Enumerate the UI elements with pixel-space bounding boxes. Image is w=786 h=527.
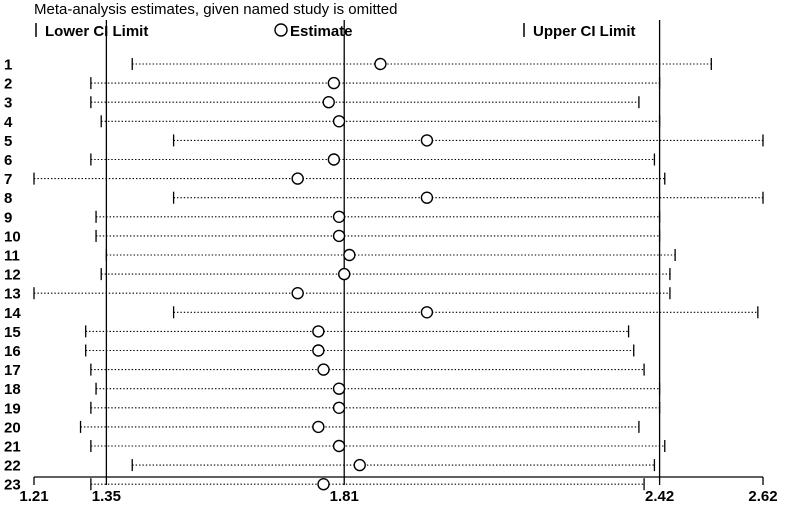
- study-row: 15: [4, 324, 630, 341]
- estimate-marker: [332, 115, 346, 128]
- study-label: 16: [4, 343, 21, 360]
- study-row: 3: [4, 95, 640, 112]
- study-row: 18: [4, 381, 661, 398]
- study-label: 21: [4, 439, 21, 456]
- study-label: 22: [4, 458, 21, 475]
- legend-upper-label: Upper CI Limit: [533, 23, 636, 40]
- study-label: 4: [4, 114, 13, 131]
- study-label: 3: [4, 95, 12, 112]
- study-label: 14: [4, 305, 21, 322]
- x-tick-label: 1.35: [92, 488, 121, 505]
- study-label: 18: [4, 381, 21, 398]
- study-label: 6: [4, 152, 12, 169]
- study-row: 12: [4, 267, 671, 284]
- study-label: 7: [4, 171, 12, 188]
- study-label: 2: [4, 76, 12, 93]
- study-row: 11: [4, 248, 676, 265]
- estimate-marker: [322, 95, 335, 109]
- estimate-marker: [420, 134, 434, 147]
- estimate-marker: [353, 458, 366, 472]
- estimate-marker: [291, 287, 304, 300]
- estimate-marker: [332, 382, 346, 395]
- estimate-marker: [291, 172, 304, 185]
- study-row: 7: [4, 171, 666, 188]
- estimate-marker: [317, 363, 330, 376]
- study-row: 4: [4, 114, 661, 131]
- estimate-marker: [312, 325, 325, 338]
- estimate-marker: [327, 153, 341, 166]
- legend-estimate-marker: [274, 23, 288, 37]
- x-tick-label: 2.62: [748, 488, 777, 505]
- chart-title: Meta-analysis estimates, given named stu…: [34, 1, 398, 18]
- estimate-marker: [343, 248, 356, 262]
- study-label: 17: [4, 362, 21, 379]
- study-row: 22: [4, 458, 656, 475]
- study-row: 14: [4, 305, 759, 322]
- study-label: 15: [4, 324, 21, 341]
- estimate-marker: [312, 344, 325, 357]
- legend-lower-label: Lower CI Limit: [45, 23, 148, 40]
- study-row: 21: [4, 439, 666, 456]
- study-row: 9: [4, 209, 661, 226]
- study-label: 8: [4, 190, 12, 207]
- study-row: 19: [4, 400, 661, 417]
- study-row: 20: [4, 419, 640, 436]
- reference-lines: [105, 20, 661, 477]
- estimate-marker: [312, 420, 325, 434]
- study-label: 10: [4, 228, 21, 245]
- study-label: 19: [4, 400, 21, 417]
- study-row: 5: [4, 133, 764, 150]
- study-label: 1: [4, 57, 12, 74]
- study-label: 9: [4, 209, 12, 226]
- study-row: 1: [4, 57, 712, 74]
- x-axis: 1.21 1.35 1.81 2.42 2.62: [19, 476, 778, 505]
- estimate-marker: [374, 57, 387, 71]
- study-row: 8: [4, 190, 764, 207]
- study-label: 12: [4, 267, 21, 284]
- study-row: 13: [4, 286, 671, 303]
- legend-estimate-label: Estimate: [290, 23, 353, 40]
- study-label: 23: [4, 477, 21, 494]
- estimate-marker: [332, 439, 346, 453]
- study-label: 13: [4, 286, 21, 303]
- x-tick-label: 1.81: [330, 488, 359, 505]
- study-label: 5: [4, 133, 12, 150]
- estimate-marker: [332, 401, 346, 414]
- study-label: 20: [4, 419, 21, 436]
- study-label: 11: [4, 248, 20, 265]
- study-row: 2: [4, 76, 661, 93]
- estimate-marker: [338, 267, 351, 281]
- study-row: 17: [4, 362, 645, 379]
- estimate-marker: [332, 229, 346, 243]
- study-row: 23: [4, 477, 645, 494]
- study-row: 16: [4, 343, 635, 360]
- estimate-marker: [317, 478, 330, 491]
- estimate-marker: [327, 76, 341, 90]
- x-tick-label: 1.21: [19, 488, 48, 505]
- estimate-marker: [420, 306, 434, 319]
- x-tick-label: 2.42: [645, 488, 674, 505]
- study-row: 10: [4, 228, 661, 245]
- estimate-marker: [420, 191, 434, 204]
- study-row: 6: [4, 152, 656, 169]
- estimate-marker: [332, 210, 346, 224]
